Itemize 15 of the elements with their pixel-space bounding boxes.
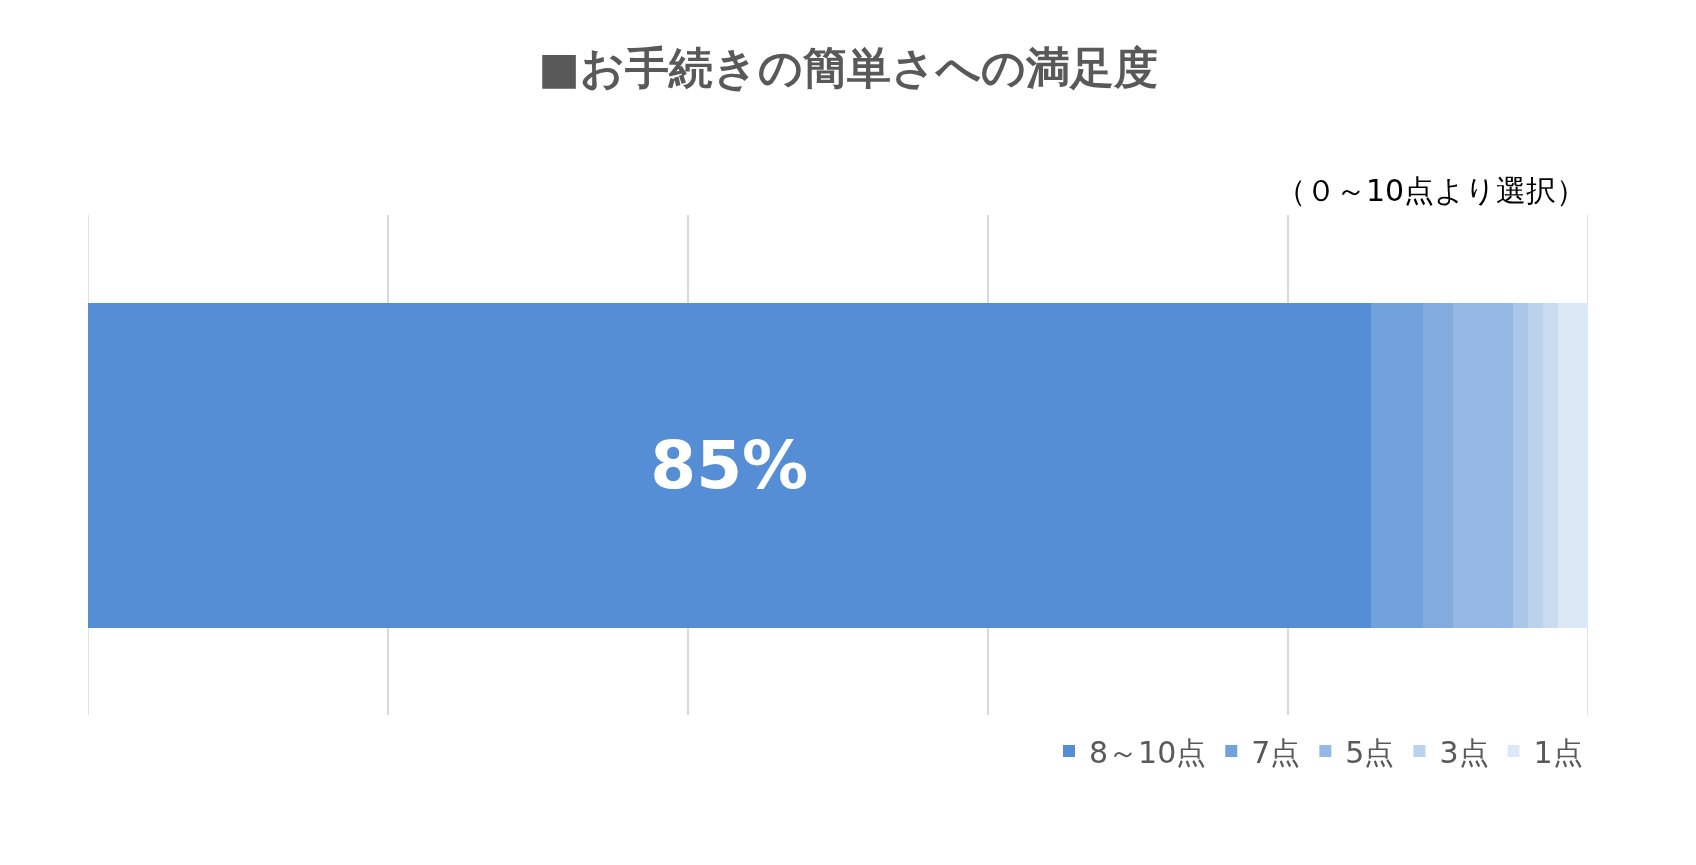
legend-label: 8～10点 — [1089, 734, 1207, 770]
bar — [1513, 302, 1528, 628]
chart-subtitle: （０～10点より選択） — [1276, 173, 1587, 208]
bar — [1370, 302, 1423, 628]
legend-label: 3点 — [1439, 734, 1489, 770]
bar — [1558, 302, 1588, 628]
bar — [1528, 302, 1543, 628]
legend-label: 5点 — [1345, 734, 1395, 770]
bar — [1453, 302, 1513, 628]
chart-title: ■お手続きの簡単さへの満足度 — [538, 41, 1158, 93]
data-label: 85% — [650, 426, 809, 504]
legend-label: 7点 — [1251, 734, 1301, 770]
legend-label: 1点 — [1533, 734, 1583, 770]
bar — [1423, 302, 1453, 628]
bar — [1543, 302, 1558, 628]
